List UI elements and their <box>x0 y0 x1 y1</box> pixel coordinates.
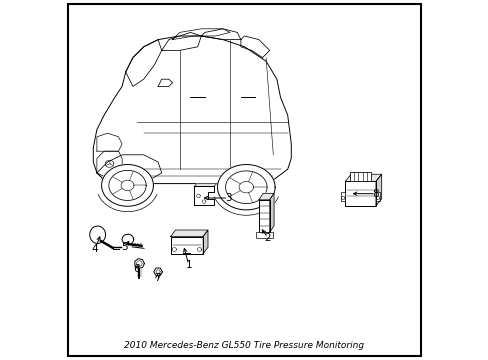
Text: 2: 2 <box>264 233 271 243</box>
Polygon shape <box>217 165 275 210</box>
Text: 2010 Mercedes-Benz GL550 Tire Pressure Monitoring: 2010 Mercedes-Benz GL550 Tire Pressure M… <box>124 341 364 350</box>
Polygon shape <box>258 193 273 200</box>
Polygon shape <box>102 165 153 206</box>
Bar <box>345 181 375 206</box>
Bar <box>256 232 272 238</box>
Polygon shape <box>122 234 133 244</box>
Text: 3: 3 <box>224 193 231 203</box>
Polygon shape <box>203 230 207 254</box>
Polygon shape <box>375 174 381 206</box>
Polygon shape <box>93 36 291 184</box>
Text: 1: 1 <box>185 260 192 270</box>
Polygon shape <box>194 186 213 205</box>
Text: 7: 7 <box>154 273 161 283</box>
Bar <box>349 172 370 181</box>
Text: 6: 6 <box>133 264 140 274</box>
Text: 5: 5 <box>122 242 128 252</box>
Bar <box>170 237 203 254</box>
Polygon shape <box>345 174 381 181</box>
Bar <box>258 200 269 232</box>
Text: 8: 8 <box>372 189 378 199</box>
Polygon shape <box>194 184 216 186</box>
Bar <box>375 192 380 201</box>
Text: 4: 4 <box>92 244 98 254</box>
Polygon shape <box>170 230 207 237</box>
Polygon shape <box>90 226 105 243</box>
Polygon shape <box>269 193 273 232</box>
Polygon shape <box>153 268 162 275</box>
Bar <box>340 192 345 201</box>
Polygon shape <box>135 258 144 269</box>
